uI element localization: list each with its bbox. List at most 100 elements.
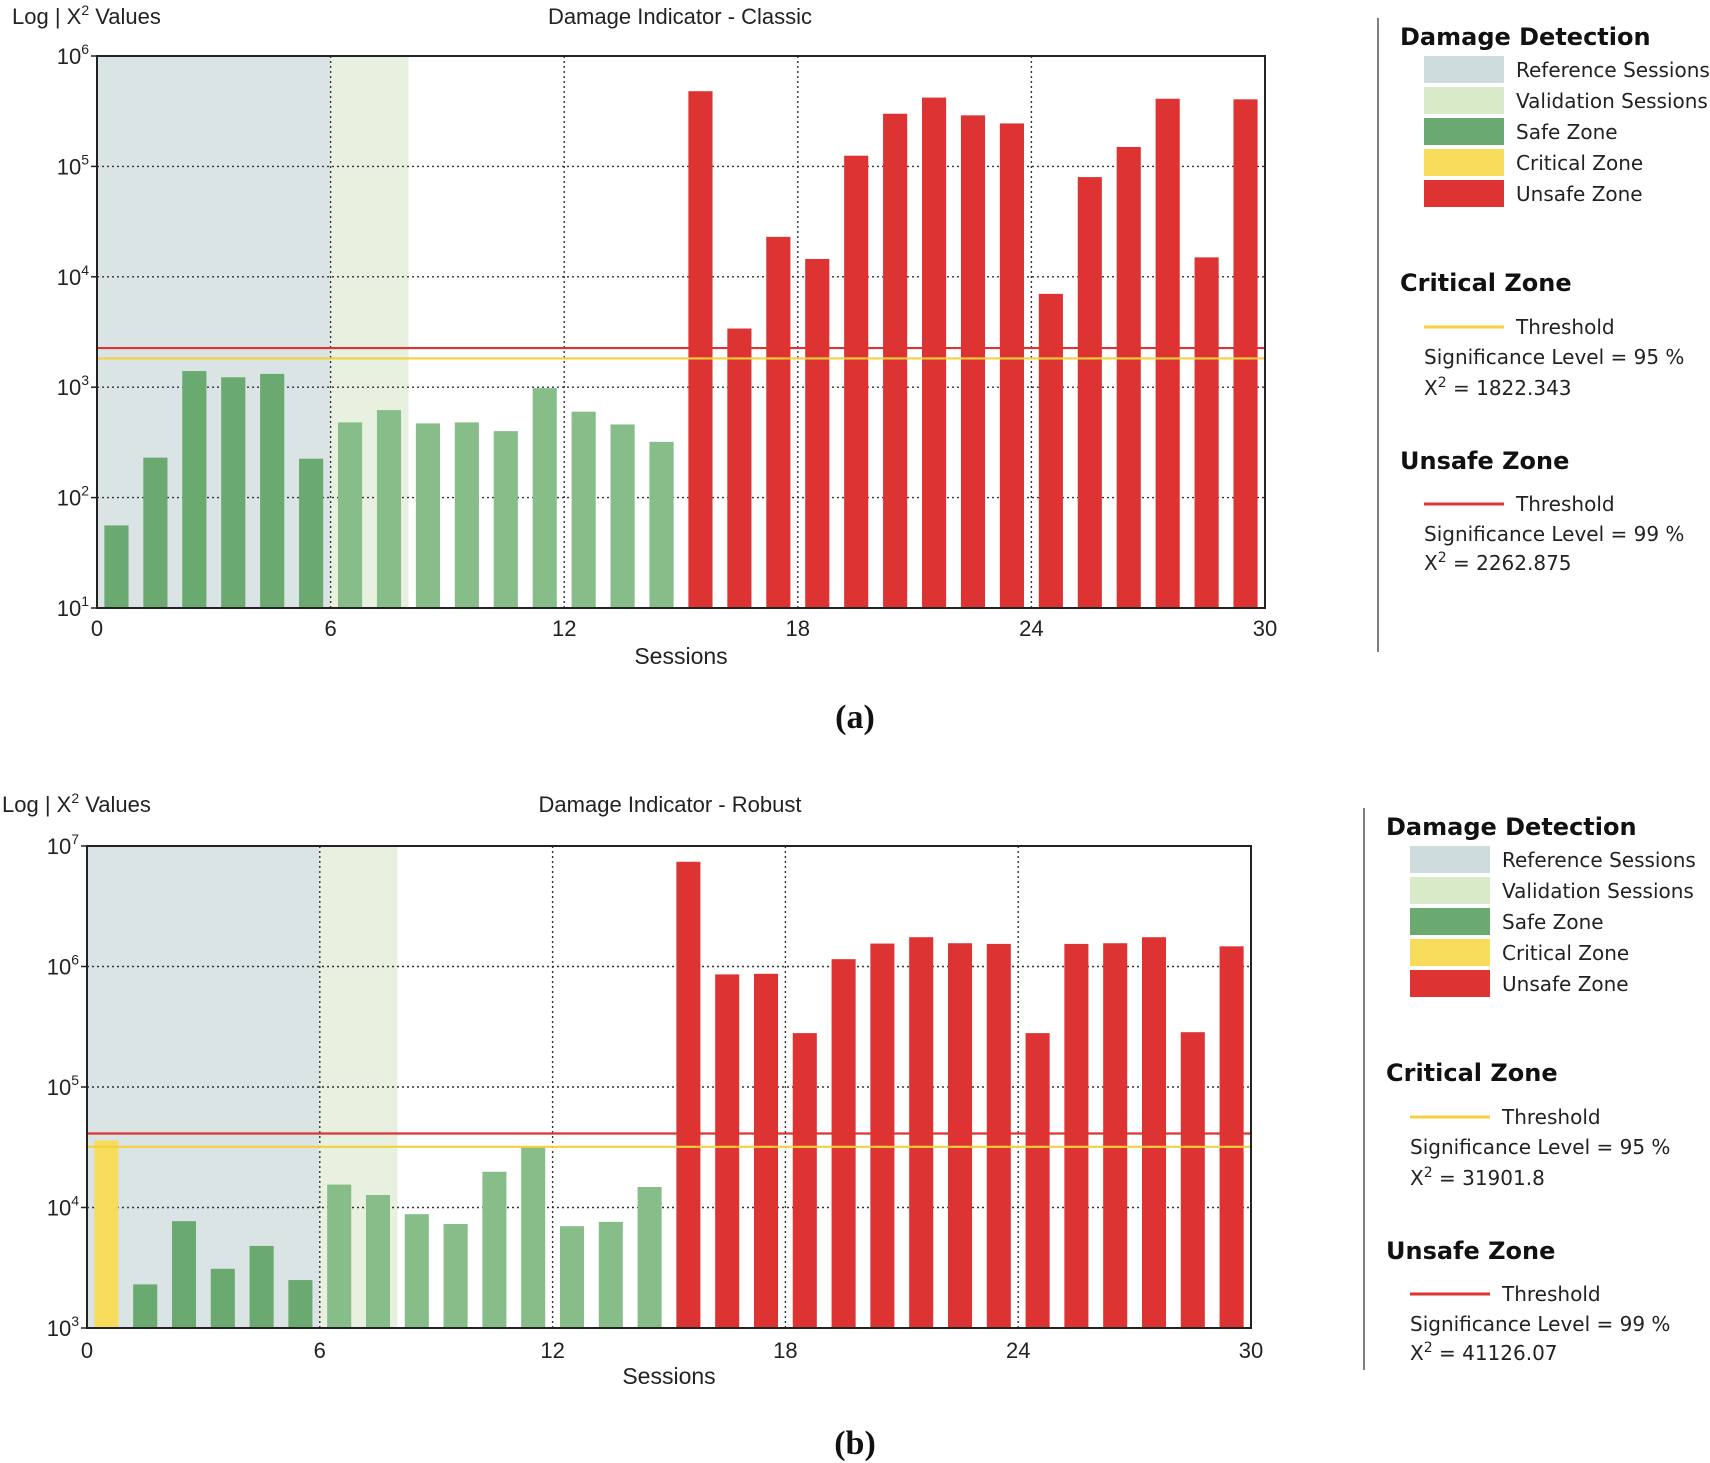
legend-heading-damage-detection: Damage Detection xyxy=(1400,23,1651,51)
bar-session-2 xyxy=(143,457,168,608)
y-axis-label-prefix: Log | X xyxy=(2,792,72,817)
legend-item-safe: Safe Zone xyxy=(1516,120,1618,144)
bar-session-3 xyxy=(182,371,207,608)
x-tick-label: 24 xyxy=(1019,616,1043,641)
y-tick-label: 101 xyxy=(57,593,89,621)
reference-sessions-region xyxy=(97,56,331,608)
bar-session-29 xyxy=(1180,1032,1205,1328)
legend: Damage Detection Reference Sessions Valida… xyxy=(1363,808,1696,1370)
bar-session-13 xyxy=(559,1226,585,1328)
panel-label: (a) xyxy=(835,699,875,736)
bar-session-8 xyxy=(365,1194,391,1328)
legend-swatch-critical xyxy=(1410,939,1490,966)
bar-session-17 xyxy=(715,974,740,1328)
legend-swatch-safe xyxy=(1424,118,1504,145)
bar-session-9 xyxy=(404,1214,429,1328)
legend: Damage Detection Reference Sessions Valida… xyxy=(1377,18,1710,652)
legend-item-validation: Validation Sessions xyxy=(1502,879,1694,903)
x-tick-label: 0 xyxy=(81,1338,93,1363)
bar-session-12 xyxy=(521,1146,546,1328)
bar-session-16 xyxy=(688,91,713,608)
bar-session-18 xyxy=(766,236,791,609)
y-tick-exponent: 4 xyxy=(81,262,89,278)
y-tick-label: 106 xyxy=(57,41,89,69)
legend-critical-threshold-label: Threshold xyxy=(1515,315,1615,339)
bar-session-28 xyxy=(1155,98,1180,609)
bar-session-6 xyxy=(288,1280,313,1328)
x-tick-label: 6 xyxy=(314,1338,326,1363)
bar-session-23 xyxy=(947,943,973,1328)
bar-session-30 xyxy=(1219,946,1244,1328)
x2-symbol: X xyxy=(1410,1341,1424,1365)
y-tick-label: 103 xyxy=(47,1313,79,1341)
bar-session-27 xyxy=(1103,943,1128,1328)
bar-session-10 xyxy=(443,1223,468,1328)
y-tick-exponent: 1 xyxy=(81,593,89,609)
bar-session-18 xyxy=(753,973,779,1328)
legend-unsafe-threshold-label: Threshold xyxy=(1501,1282,1601,1306)
y-axis-label: Log | X2 Values xyxy=(2,790,151,817)
y-tick-base: 10 xyxy=(57,486,81,511)
bar-session-7 xyxy=(337,422,363,608)
bar-session-5 xyxy=(260,373,285,608)
bar-session-21 xyxy=(870,943,895,1328)
bar-session-13 xyxy=(571,411,596,608)
y-tick-base: 10 xyxy=(47,1075,71,1100)
bar-session-2 xyxy=(133,1284,158,1328)
legend-critical-x2: X2 = 31901.8 xyxy=(1410,1165,1545,1190)
bar-session-20 xyxy=(844,155,869,608)
x2-value: = 41126.07 xyxy=(1433,1341,1558,1365)
legend-critical-x2: X2 = 1822.343 xyxy=(1424,375,1572,400)
legend-unsafe-significance: Significance Level = 99 % xyxy=(1410,1312,1670,1336)
x-tick-label: 18 xyxy=(786,616,810,641)
bar-session-20 xyxy=(831,959,856,1328)
bar-session-19 xyxy=(805,258,830,608)
y-tick-base: 10 xyxy=(47,955,71,980)
y-tick-label: 104 xyxy=(57,262,89,290)
y-tick-base: 10 xyxy=(47,1316,71,1341)
bar-session-29 xyxy=(1194,257,1219,608)
y-tick-exponent: 7 xyxy=(71,831,79,847)
bar-session-4 xyxy=(221,377,246,608)
y-tick-exponent: 5 xyxy=(81,151,89,167)
bar-session-16 xyxy=(676,861,701,1328)
bar-session-25 xyxy=(1038,293,1063,608)
legend-item-validation: Validation Sessions xyxy=(1516,89,1708,113)
legend-item-critical: Critical Zone xyxy=(1502,941,1629,965)
y-axis-label: Log | X2 Values xyxy=(12,2,161,29)
x-tick-label: 12 xyxy=(540,1338,564,1363)
y-tick-label: 103 xyxy=(57,372,89,400)
bar-session-30 xyxy=(1233,99,1258,608)
chart-title: Damage Indicator - Robust xyxy=(539,792,802,817)
y-tick-label: 104 xyxy=(47,1193,79,1221)
y-axis-label-prefix: Log | X xyxy=(12,4,82,29)
bar-session-26 xyxy=(1064,943,1089,1328)
bar-session-12 xyxy=(532,388,557,608)
x2-value: = 1822.343 xyxy=(1447,376,1572,400)
y-axis-label-suffix: Values xyxy=(79,792,151,817)
x-axis-label: Sessions xyxy=(634,643,727,669)
legend-swatch-reference xyxy=(1410,846,1490,873)
x-tick-label: 12 xyxy=(552,616,576,641)
bar-session-11 xyxy=(493,431,518,608)
x-tick-label: 30 xyxy=(1253,616,1277,641)
bar-session-15 xyxy=(649,441,674,608)
y-tick-exponent: 6 xyxy=(71,952,79,968)
legend-unsafe-significance: Significance Level = 99 % xyxy=(1424,522,1684,546)
bar-session-17 xyxy=(727,328,752,608)
legend-swatch-validation xyxy=(1410,877,1490,904)
y-tick-label: 107 xyxy=(47,831,79,859)
bar-session-23 xyxy=(960,115,986,608)
bar-session-25 xyxy=(1025,1033,1050,1328)
y-tick-exponent: 3 xyxy=(81,372,89,388)
legend-unsafe-x2: X2 = 2262.875 xyxy=(1424,550,1572,575)
bar-session-11 xyxy=(482,1171,507,1328)
legend-critical-significance: Significance Level = 95 % xyxy=(1410,1135,1670,1159)
bar-session-24 xyxy=(986,943,1011,1328)
panel-label: (b) xyxy=(834,1425,876,1462)
legend-item-reference: Reference Sessions xyxy=(1516,58,1710,82)
y-tick-base: 10 xyxy=(57,44,81,69)
